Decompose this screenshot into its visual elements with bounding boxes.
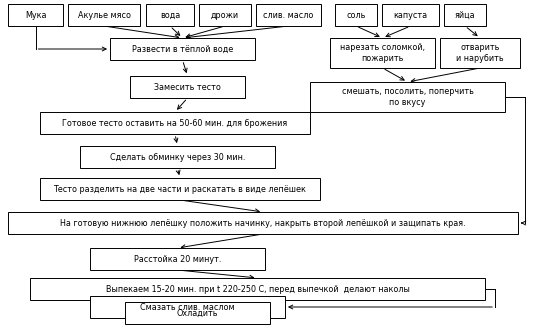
Text: соль: соль	[346, 11, 366, 19]
Bar	[125, 302, 270, 324]
Bar	[146, 4, 194, 26]
Bar	[330, 38, 435, 68]
Text: Охладить: Охладить	[176, 309, 218, 317]
Text: Сделать обминку через 30 мин.: Сделать обминку через 30 мин.	[110, 153, 245, 162]
Text: капуста: капуста	[393, 11, 427, 19]
Bar	[90, 296, 285, 318]
Text: нарезать соломкой,
пожарить: нарезать соломкой, пожарить	[340, 43, 425, 63]
Text: дрожи: дрожи	[211, 11, 239, 19]
Text: отварить
и нарубить: отварить и нарубить	[456, 43, 504, 63]
Text: На готовую нижнюю лепёшку положить начинку, накрыть второй лепёшкой и защипать к: На готовую нижнюю лепёшку положить начин…	[60, 218, 466, 227]
Text: Акулье мясо: Акулье мясо	[78, 11, 130, 19]
Bar	[30, 278, 485, 300]
Text: смешать, посолить, поперчить
по вкусу: смешать, посолить, поперчить по вкусу	[341, 87, 473, 107]
Bar	[256, 4, 321, 26]
Text: Смазать слив. маслом: Смазать слив. маслом	[140, 302, 235, 312]
Bar	[8, 212, 518, 234]
Text: Мука: Мука	[25, 11, 46, 19]
Bar	[130, 76, 245, 98]
Text: Замесить тесто: Замесить тесто	[154, 83, 221, 91]
Bar	[80, 146, 275, 168]
Bar	[40, 178, 320, 200]
Text: яйца: яйца	[455, 11, 475, 19]
Text: слив. масло: слив. масло	[263, 11, 314, 19]
Bar	[110, 38, 255, 60]
Text: Развести в тёплой воде: Развести в тёплой воде	[132, 44, 233, 54]
Text: Расстойка 20 минут.: Расстойка 20 минут.	[134, 255, 221, 264]
Bar	[40, 112, 310, 134]
Bar	[440, 38, 520, 68]
Bar	[382, 4, 439, 26]
Bar	[310, 82, 505, 112]
Text: Тесто разделить на две части и раскатать в виде лепёшек: Тесто разделить на две части и раскатать…	[54, 185, 306, 193]
Text: вода: вода	[160, 11, 180, 19]
Bar	[68, 4, 140, 26]
Bar	[90, 248, 265, 270]
Text: Готовое тесто оставить на 50-60 мин. для брожения: Готовое тесто оставить на 50-60 мин. для…	[62, 118, 287, 128]
Bar	[199, 4, 251, 26]
Bar	[444, 4, 486, 26]
Text: Выпекаем 15-20 мин. при t 220-250 С, перед выпечкой  делают наколы: Выпекаем 15-20 мин. при t 220-250 С, пер…	[105, 285, 410, 293]
Bar	[8, 4, 63, 26]
Bar	[335, 4, 377, 26]
